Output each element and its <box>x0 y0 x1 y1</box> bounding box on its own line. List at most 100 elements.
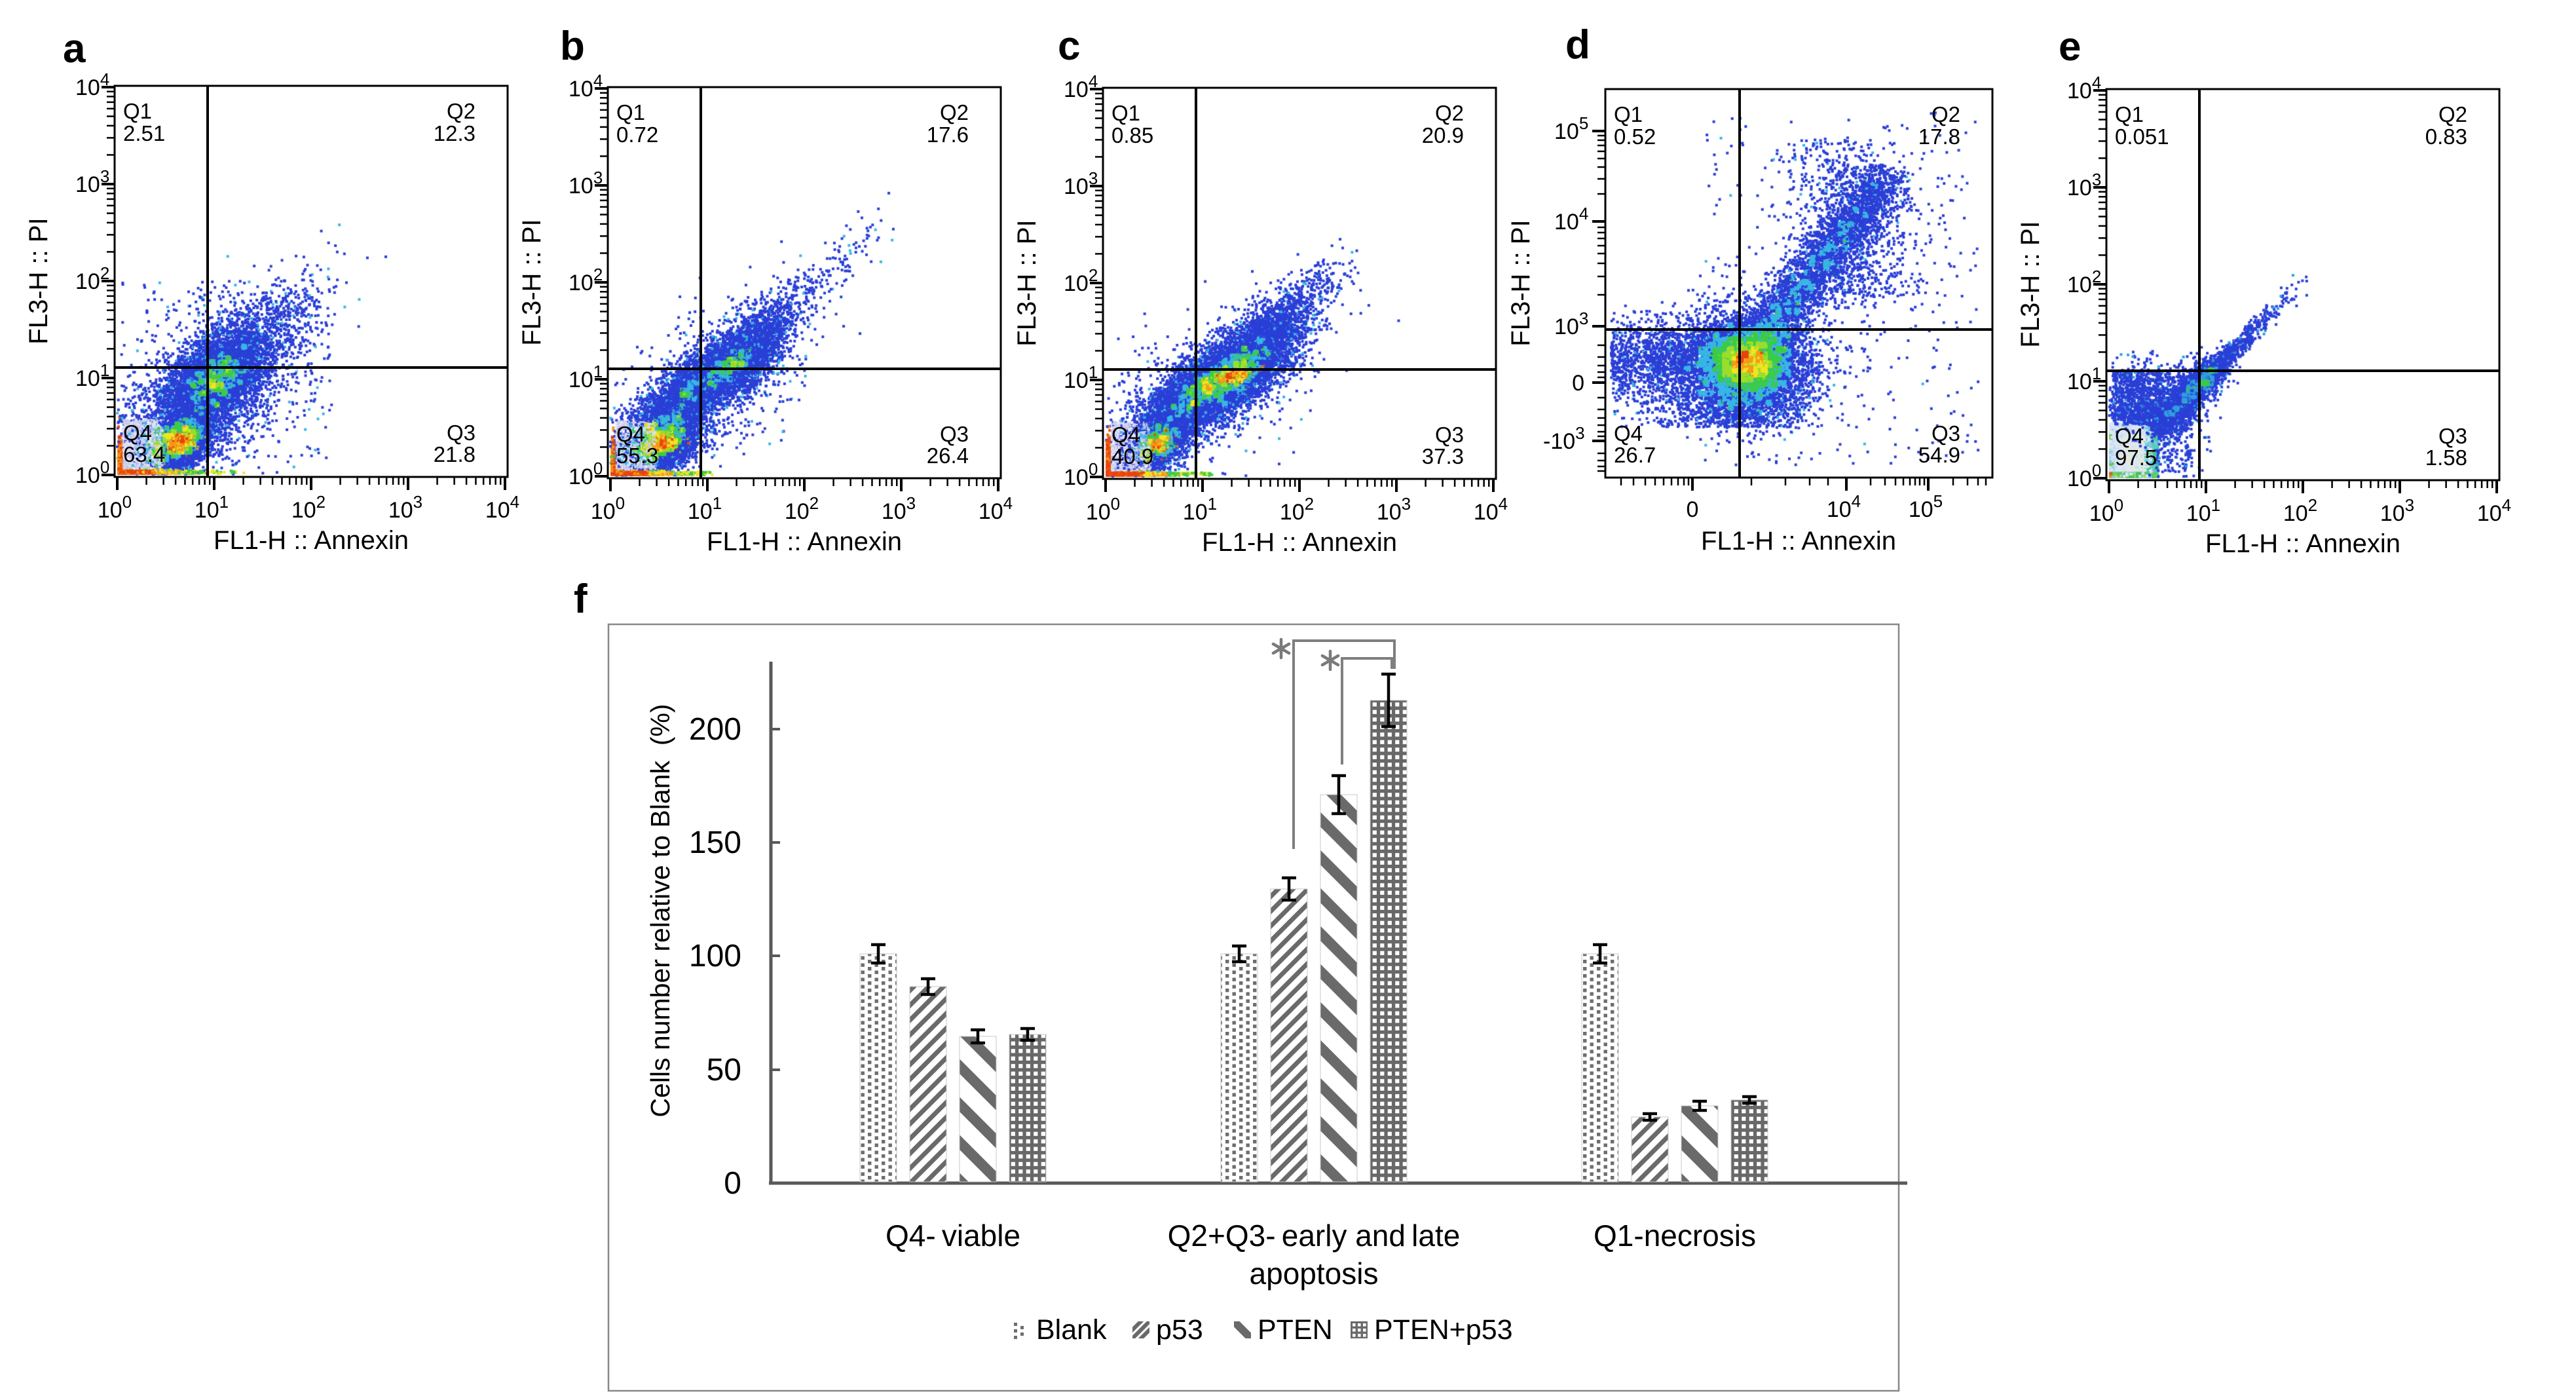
svg-text:200: 200 <box>689 712 741 747</box>
svg-text:FL3-H :: PI: FL3-H :: PI <box>24 217 53 344</box>
svg-text:104: 104 <box>979 493 1013 524</box>
svg-text:102: 102 <box>2283 495 2317 526</box>
svg-text:101: 101 <box>569 362 603 392</box>
svg-text:apoptosis: apoptosis <box>1250 1256 1379 1291</box>
svg-text:102: 102 <box>2067 267 2101 297</box>
svg-text:FL1-H :: Annexin: FL1-H :: Annexin <box>214 526 409 555</box>
svg-text:FL1-H :: Annexin: FL1-H :: Annexin <box>707 527 902 556</box>
svg-text:102: 102 <box>1280 494 1314 525</box>
svg-text:e: e <box>2059 24 2081 69</box>
svg-text:103: 103 <box>2380 495 2414 526</box>
svg-text:103: 103 <box>569 168 603 198</box>
svg-text:101: 101 <box>2186 495 2220 526</box>
svg-text:102: 102 <box>75 263 109 294</box>
svg-text:103: 103 <box>75 166 109 197</box>
svg-text:b: b <box>560 24 585 69</box>
svg-text:104: 104 <box>1064 71 1098 102</box>
svg-text:150: 150 <box>689 825 741 860</box>
svg-text:100: 100 <box>689 939 741 973</box>
svg-text:63.4: 63.4 <box>123 442 165 466</box>
svg-text:104: 104 <box>1554 204 1588 235</box>
svg-text:d: d <box>1565 22 1590 67</box>
svg-text:102: 102 <box>569 265 603 295</box>
svg-text:Q2: Q2 <box>940 100 969 124</box>
svg-text:c: c <box>1058 24 1080 69</box>
svg-text:100: 100 <box>75 457 109 488</box>
svg-text:0.85: 0.85 <box>1111 123 1153 147</box>
svg-text:a: a <box>63 26 86 71</box>
svg-text:Q1: Q1 <box>1614 102 1643 126</box>
svg-text:54.9: 54.9 <box>1918 443 1960 467</box>
svg-text:FL1-H :: Annexin: FL1-H :: Annexin <box>1202 528 1397 557</box>
svg-text:103: 103 <box>2067 170 2101 200</box>
svg-text:0: 0 <box>724 1166 741 1201</box>
svg-text:104: 104 <box>1474 494 1508 525</box>
svg-text:101: 101 <box>1183 494 1217 525</box>
svg-text:Q1: Q1 <box>616 100 645 124</box>
svg-text:Q3: Q3 <box>940 422 969 446</box>
svg-text:0: 0 <box>1572 371 1584 396</box>
svg-text:PTEN+p53: PTEN+p53 <box>1374 1314 1513 1346</box>
svg-text:100: 100 <box>2089 495 2123 526</box>
svg-text:102: 102 <box>291 492 326 523</box>
svg-text:101: 101 <box>2067 364 2101 394</box>
svg-text:37.3: 37.3 <box>1422 444 1464 468</box>
svg-text:Q2: Q2 <box>1435 101 1464 125</box>
svg-text:Q1: Q1 <box>1111 101 1140 125</box>
svg-text:0.051: 0.051 <box>2115 124 2169 149</box>
svg-text:p53: p53 <box>1156 1314 1203 1346</box>
svg-text:103: 103 <box>1554 309 1588 339</box>
svg-text:0.83: 0.83 <box>2425 124 2467 149</box>
svg-text:Q3: Q3 <box>2438 424 2467 448</box>
svg-text:Blank: Blank <box>1036 1314 1107 1346</box>
svg-text:FL1-H :: Annexin: FL1-H :: Annexin <box>1701 527 1896 556</box>
svg-text:PTEN: PTEN <box>1258 1314 1333 1346</box>
svg-text:101: 101 <box>75 360 109 391</box>
svg-text:100: 100 <box>569 459 603 489</box>
svg-text:104: 104 <box>2067 73 2101 104</box>
svg-text:Q4: Q4 <box>123 421 152 445</box>
svg-text:Q3: Q3 <box>447 421 476 445</box>
svg-text:17.8: 17.8 <box>1918 124 1960 149</box>
svg-text:103: 103 <box>388 492 422 523</box>
svg-text:f: f <box>574 576 588 622</box>
svg-text:20.9: 20.9 <box>1422 123 1464 147</box>
svg-text:0.52: 0.52 <box>1614 124 1656 149</box>
svg-text:Q4: Q4 <box>616 422 645 446</box>
svg-text:FL1-H :: Annexin: FL1-H :: Annexin <box>2205 529 2400 558</box>
svg-text:104: 104 <box>485 492 519 523</box>
svg-text:105: 105 <box>1909 491 1943 522</box>
svg-text:26.4: 26.4 <box>927 444 969 468</box>
svg-text:FL3-H :: PI: FL3-H :: PI <box>1506 219 1535 346</box>
svg-text:Q3: Q3 <box>1932 421 1960 445</box>
svg-text:100: 100 <box>98 492 132 523</box>
svg-text:Q2: Q2 <box>447 99 476 123</box>
svg-text:102: 102 <box>1064 265 1098 296</box>
svg-text:-103: -103 <box>1543 423 1585 454</box>
svg-text:Q4- viable: Q4- viable <box>886 1219 1020 1253</box>
svg-text:100: 100 <box>2067 461 2101 491</box>
svg-text:0.72: 0.72 <box>616 123 658 147</box>
svg-text:Q2+Q3- early and late: Q2+Q3- early and late <box>1168 1219 1461 1253</box>
svg-text:2.51: 2.51 <box>123 121 165 145</box>
svg-text:Q1-necrosis: Q1-necrosis <box>1594 1219 1756 1253</box>
svg-text:103: 103 <box>1064 168 1098 199</box>
svg-text:Q4: Q4 <box>1614 421 1643 445</box>
svg-text:104: 104 <box>569 71 603 102</box>
svg-text:21.8: 21.8 <box>434 442 476 466</box>
svg-text:102: 102 <box>785 493 819 524</box>
svg-text:40.9: 40.9 <box>1111 444 1153 468</box>
svg-text:101: 101 <box>1064 362 1098 393</box>
svg-text:55.3: 55.3 <box>616 444 658 468</box>
svg-text:Q1: Q1 <box>123 99 152 123</box>
svg-text:FL3-H :: PI: FL3-H :: PI <box>1013 219 1041 346</box>
svg-text:FL3-H :: PI: FL3-H :: PI <box>517 219 546 345</box>
svg-text:Q3: Q3 <box>1435 423 1464 447</box>
svg-text:Q4: Q4 <box>1111 423 1140 447</box>
svg-text:101: 101 <box>195 492 229 523</box>
svg-text:100: 100 <box>1064 459 1098 490</box>
svg-text:101: 101 <box>688 493 722 524</box>
svg-text:104: 104 <box>75 69 109 100</box>
svg-text:17.6: 17.6 <box>927 123 969 147</box>
svg-text:103: 103 <box>1377 494 1411 525</box>
